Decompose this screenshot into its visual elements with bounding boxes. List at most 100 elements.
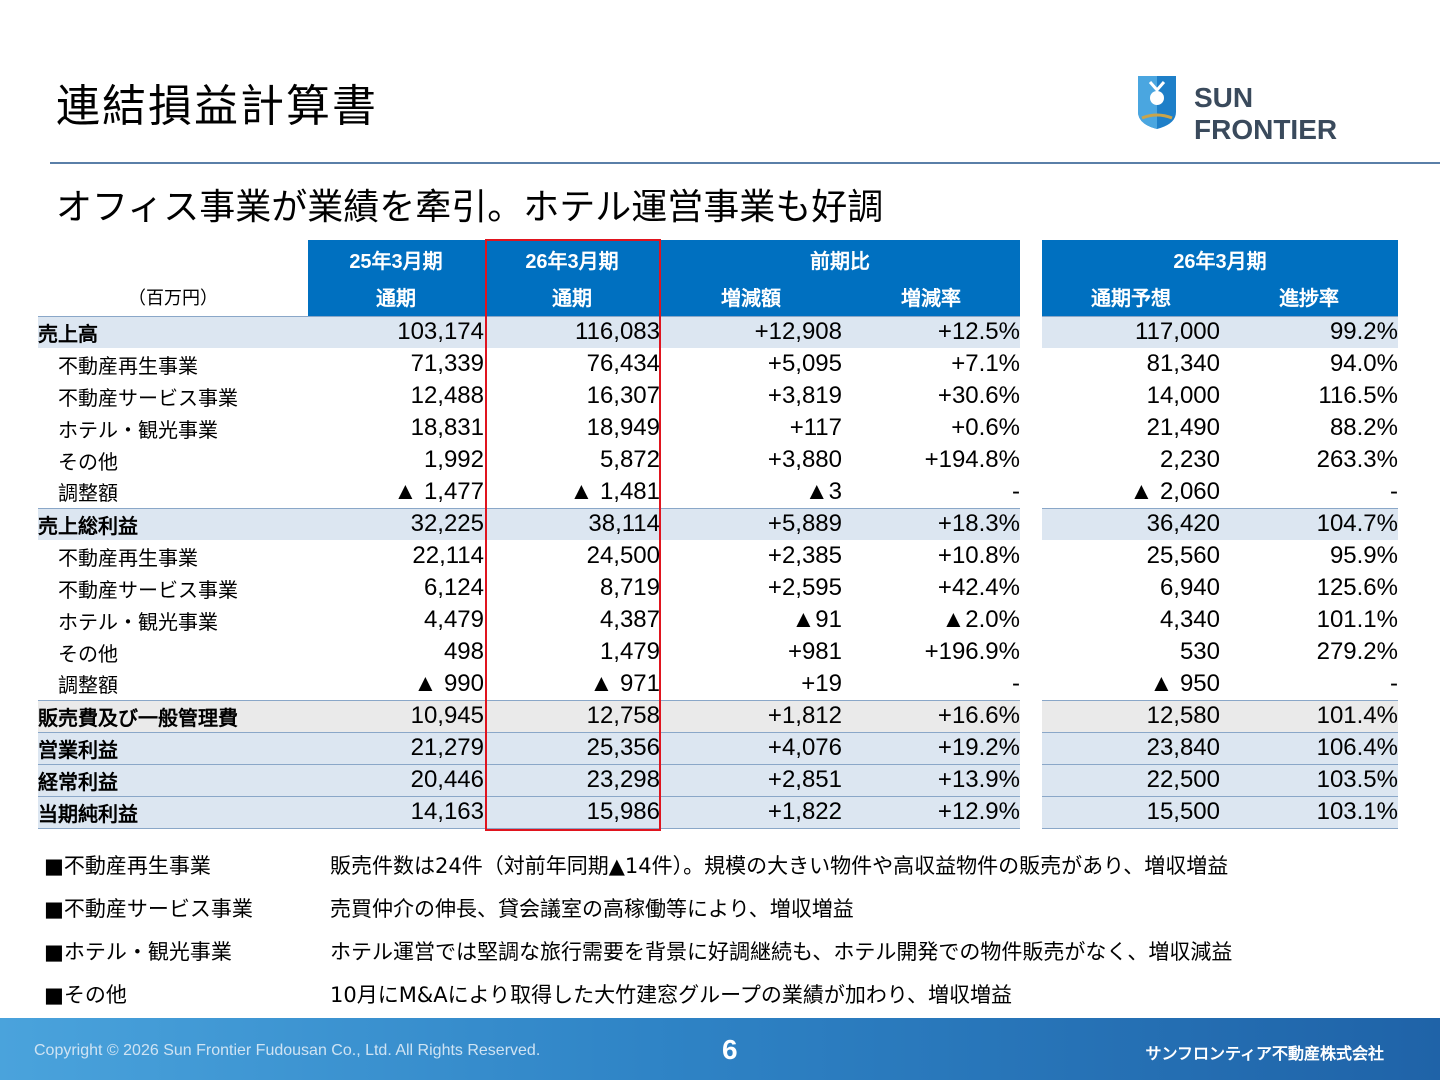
row-value: 23,298 [484,763,660,796]
table-row: ホテル・観光事業 4,479 4,387 ▲91 ▲2.0% [38,604,1020,636]
row-value: 71,339 [410,350,484,377]
row-value: ▲3 [804,477,842,505]
row-value: 15,986 [484,795,660,829]
row-value: +0.6% [951,414,1020,441]
row-value: 4,387 [599,606,660,633]
note-key: ■ホテル・観光事業 [44,940,232,964]
row-value: 5,872 [599,446,660,473]
row-value: 24,500 [586,542,660,569]
table-row: 15,500 103.1% [1042,795,1398,829]
row-value: +19 [801,669,842,697]
subheader-fy26-full: 通期 [484,278,660,316]
note-text: 販売件数は24件（対前年同期▲14件）。規模の大きい物件や高収益物件の販売があり… [330,854,1229,878]
subheader-forecast: 通期予想 [1042,278,1220,316]
table-row: 6,940 125.6% [1042,572,1398,604]
row-value: +7.1% [951,350,1020,377]
row-value: +12,908 [660,315,842,348]
row-value: 498 [443,638,484,665]
row-value: 10,945 [308,699,484,732]
table-row: その他 498 1,479 +981 +196.9% [38,636,1020,668]
row-value: 8,719 [599,574,660,601]
row-value: 263.3% [1316,446,1398,473]
company-logo: SUN FRONTIER [1132,72,1392,145]
row-value: 76,434 [586,350,660,377]
table-row: 調整額 ▲ 1,477 ▲ 1,481 ▲3 - [38,476,1020,508]
table-row: 営業利益 21,279 25,356 +4,076 +19.2% [38,731,1020,764]
row-value: 88.2% [1329,414,1398,441]
row-value: 94.0% [1329,350,1398,377]
header-yoy: 前期比 [660,240,1020,278]
row-label: 当期純利益 [38,795,308,829]
row-value: 1,992 [423,446,484,473]
row-value: 36,420 [1042,507,1220,540]
subheader-progress-rate: 進捗率 [1220,278,1398,316]
row-value: +4,076 [660,731,842,764]
row-value: 81,340 [1146,350,1220,377]
table-row: 117,000 99.2% [1042,315,1398,348]
row-value: 279.2% [1316,638,1398,665]
title-divider [50,162,1440,164]
row-value: 101.1% [1316,606,1398,633]
table-row: 22,500 103.5% [1042,763,1398,796]
row-value: 22,114 [412,542,484,569]
row-value: +12.9% [842,795,1020,829]
logo-wordmark: SUN FRONTIER [1194,82,1338,145]
subheader-change-amount: 増減額 [660,278,842,316]
row-label: その他 [58,449,118,474]
table-row: 14,000 116.5% [1042,380,1398,412]
note-item: ■不動産サービス事業 売買仲介の伸長、貸会議室の高稼働等により、増収増益 [44,889,1424,932]
row-value: 4,479 [423,606,484,633]
table-row: 4,340 101.1% [1042,604,1398,636]
table-row: 調整額 ▲ 990 ▲ 971 +19 - [38,668,1020,700]
row-value: 116.5% [1318,382,1398,409]
page-number: 6 [722,1034,738,1065]
unit-label: （百万円） [128,287,218,308]
header-fy25: 25年3月期 [308,240,484,278]
header-fy26-forecast: 26年3月期 [1042,240,1398,278]
row-value: +2,851 [660,763,842,796]
row-value: 104.7% [1220,507,1398,540]
row-value: 38,114 [484,507,660,540]
row-value: ▲ 990 [413,669,484,697]
fy26-highlight-box [485,239,661,831]
row-value: 95.9% [1329,542,1398,569]
note-item: ■その他 10月にM&Aにより取得した大竹建窓グループの業績が加わり、増収増益 [44,975,1424,1018]
row-label: ホテル・観光事業 [58,417,218,442]
page-subtitle: オフィス事業が業績を牽引。ホテル運営事業も好調 [56,187,884,228]
table-row: 36,420 104.7% [1042,507,1398,540]
note-key: ■不動産サービス事業 [44,897,253,921]
row-value: 4,340 [1159,606,1220,633]
note-text: 10月にM&Aにより取得した大竹建窓グループの業績が加わり、増収増益 [330,983,1013,1007]
copyright-text: Copyright © 2026 Sun Frontier Fudousan C… [34,1042,541,1059]
row-label: 不動産サービス事業 [58,385,238,410]
row-value: +30.6% [937,382,1020,409]
row-value: 18,949 [586,414,660,441]
row-value: +981 [787,638,842,665]
table-row: 不動産サービス事業 12,488 16,307 +3,819 +30.6% [38,380,1020,412]
row-label: 不動産再生事業 [58,545,198,570]
table-row: 不動産再生事業 71,339 76,434 +5,095 +7.1% [38,348,1020,380]
row-label: 不動産サービス事業 [58,577,238,602]
row-value: 16,307 [586,382,660,409]
note-text: 売買仲介の伸長、貸会議室の高稼働等により、増収増益 [330,897,854,921]
segment-notes: ■不動産再生事業 販売件数は24件（対前年同期▲14件）。規模の大きい物件や高収… [44,846,1424,1018]
row-value: +1,822 [660,795,842,829]
row-value: +18.3% [842,507,1020,540]
row-value: - [1012,669,1020,697]
row-value: 12,758 [484,699,660,732]
header-blank [38,240,308,278]
row-label: 調整額 [58,481,118,506]
row-value: 14,163 [308,795,484,829]
row-label: ホテル・観光事業 [58,609,218,634]
sun-frontier-emblem-icon [1138,76,1176,129]
row-value: 14,000 [1146,382,1220,409]
row-value: ▲91 [791,606,842,633]
table-row: 不動産再生事業 22,114 24,500 +2,385 +10.8% [38,540,1020,572]
row-value: +3,880 [767,446,842,473]
table-row: ▲ 2,060 - [1042,476,1398,508]
table-row: 2,230 263.3% [1042,444,1398,476]
row-label: 調整額 [58,673,118,698]
row-value: 21,490 [1146,414,1220,441]
row-value: +13.9% [842,763,1020,796]
table-row: その他 1,992 5,872 +3,880 +194.8% [38,444,1020,476]
